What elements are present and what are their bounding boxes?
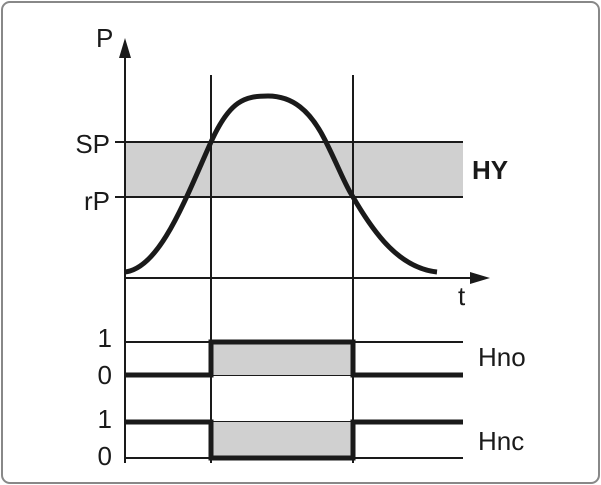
- rp-label: rP: [84, 186, 110, 216]
- output-label: Hno: [478, 342, 526, 372]
- hnc-signal: [125, 419, 463, 461]
- hysteresis-band: [125, 142, 463, 197]
- x-arrow: [470, 272, 490, 284]
- y-arrow: [119, 38, 131, 58]
- sp-label: SP: [75, 129, 110, 159]
- pressure-curve: [124, 93, 438, 275]
- low-label: 0: [98, 441, 112, 471]
- output-label: Hnc: [478, 426, 524, 456]
- y-label: P: [96, 23, 113, 53]
- band-label: HY: [472, 155, 508, 185]
- active-area: [211, 342, 353, 375]
- x-label: t: [458, 281, 466, 311]
- active-area: [211, 422, 353, 458]
- hno-signal: [125, 339, 463, 378]
- high-label: 1: [98, 404, 112, 434]
- low-label: 0: [98, 360, 112, 390]
- high-label: 1: [98, 323, 112, 353]
